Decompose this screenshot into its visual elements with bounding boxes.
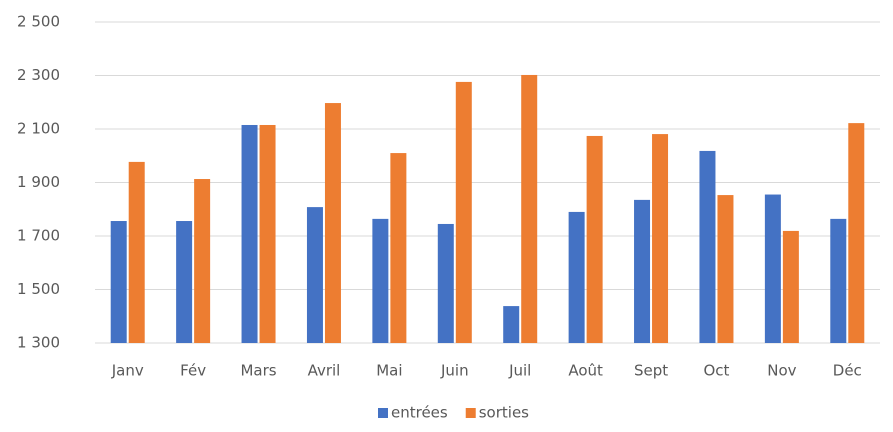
- bar: [324, 103, 341, 344]
- y-tick-label: 1 300: [17, 334, 60, 352]
- bar: [503, 306, 520, 343]
- x-tick-label: Janv: [111, 362, 144, 380]
- y-tick-label: 2 500: [17, 13, 60, 31]
- bar: [128, 161, 145, 343]
- x-tick-label: Oct: [703, 362, 729, 380]
- legend-label: sorties: [479, 404, 529, 422]
- legend-label: entrées: [391, 404, 448, 422]
- bar: [848, 123, 865, 344]
- bar: [110, 221, 127, 343]
- bar: [437, 223, 454, 343]
- bar: [699, 150, 716, 343]
- bar: [568, 211, 585, 343]
- x-tick-label: Déc: [833, 362, 862, 380]
- x-tick-label: Juil: [508, 362, 531, 380]
- bar: [241, 124, 258, 343]
- bar: [259, 124, 276, 343]
- bar: [372, 218, 389, 343]
- x-tick-label: Mars: [240, 362, 276, 380]
- x-tick-label: Mai: [376, 362, 402, 380]
- bar: [586, 135, 603, 343]
- y-tick-label: 1 900: [17, 173, 60, 191]
- x-tick-label: Nov: [767, 362, 796, 380]
- x-tick-label: Juin: [440, 362, 469, 380]
- x-tick-label: Sept: [634, 362, 668, 380]
- bar: [521, 74, 538, 343]
- bar: [782, 230, 799, 343]
- y-tick-label: 1 500: [17, 280, 60, 298]
- bar: [390, 153, 407, 343]
- y-tick-label: 1 700: [17, 227, 60, 245]
- y-tick-label: 2 300: [17, 66, 60, 84]
- legend-swatch: [378, 408, 388, 418]
- bar: [176, 221, 193, 343]
- x-tick-label: Fév: [180, 362, 206, 380]
- x-tick-label: Août: [568, 362, 603, 380]
- bar: [455, 81, 472, 344]
- bar: [764, 194, 781, 343]
- legend-swatch: [465, 408, 476, 418]
- x-tick-label: Avril: [308, 362, 341, 380]
- bar: [306, 207, 323, 343]
- bar: [194, 179, 211, 343]
- bar: [830, 218, 847, 343]
- bar: [634, 199, 651, 343]
- bar: [652, 134, 669, 343]
- bar: [717, 195, 734, 343]
- y-tick-label: 2 100: [17, 120, 60, 138]
